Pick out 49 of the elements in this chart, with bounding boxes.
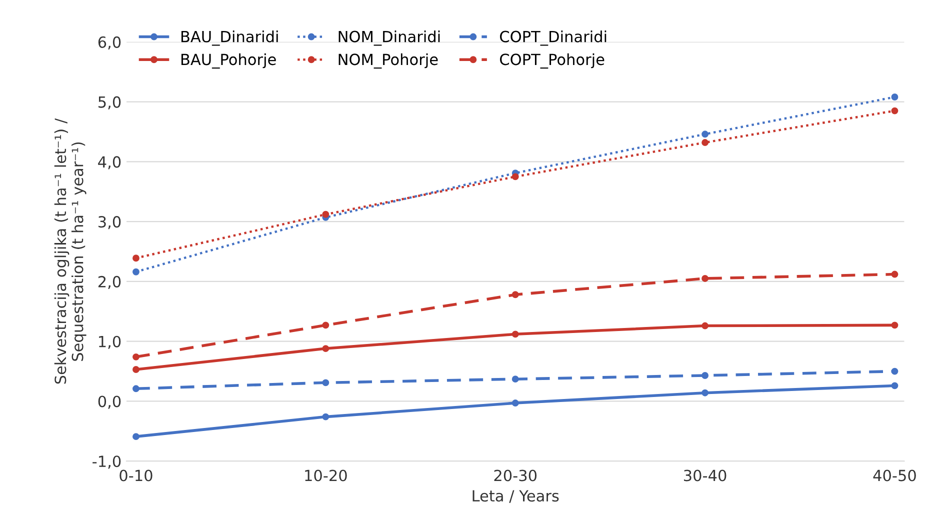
legend-label: NOM_Dinaridi	[338, 30, 440, 46]
point	[512, 376, 519, 383]
point	[702, 372, 709, 379]
point	[132, 366, 140, 373]
x-tick-label: 30-40	[684, 470, 726, 482]
point	[132, 385, 140, 392]
x-axis-title: Leta / Years	[472, 490, 559, 503]
point	[891, 107, 898, 114]
y-tick-label: 2,0	[98, 276, 121, 290]
y-tick-label: -1,0	[92, 456, 121, 469]
point	[891, 322, 898, 329]
point	[702, 322, 709, 330]
point	[512, 330, 519, 338]
point	[322, 345, 330, 352]
point	[702, 139, 709, 146]
point	[891, 382, 898, 390]
point	[512, 291, 519, 298]
point	[132, 254, 140, 262]
point	[702, 130, 709, 138]
y-tick-label: 4,0	[98, 156, 121, 170]
y-tick-label: 6,0	[98, 36, 121, 50]
y-axis-title: Sekvestracija ogljika (t ha⁻¹ let⁻¹) / Sequestration (t ha⁻¹ year⁻¹)	[54, 118, 86, 384]
y-tick-label: 3,0	[98, 216, 121, 230]
y-tick-label: 1,0	[99, 336, 121, 349]
y-tick-label: 5,0	[98, 96, 121, 110]
point	[322, 379, 330, 386]
point	[512, 173, 519, 180]
point	[891, 270, 898, 278]
point	[132, 353, 140, 360]
point	[512, 400, 519, 407]
legend-label: COPT_Pohorje	[500, 53, 604, 69]
x-tick-label: 20-30	[494, 470, 537, 482]
legend-label: COPT_Dinaridi	[500, 30, 606, 46]
point	[322, 322, 330, 329]
point	[702, 389, 709, 396]
legend-label: BAU_Dinaridi	[181, 30, 278, 46]
x-tick-label: 40-50	[873, 470, 916, 482]
legend-label: NOM_Pohorje	[338, 53, 438, 69]
point	[132, 433, 140, 440]
point	[891, 94, 898, 100]
point	[132, 268, 140, 276]
point	[702, 274, 709, 282]
point	[322, 210, 330, 218]
y-tick-label: 0,0	[98, 396, 121, 409]
x-tick-label: 10-20	[305, 470, 347, 482]
point	[322, 413, 330, 420]
x-tick-label: 0-10	[120, 470, 152, 482]
point	[891, 368, 898, 375]
legend-label: BAU_Pohorje	[181, 53, 276, 69]
